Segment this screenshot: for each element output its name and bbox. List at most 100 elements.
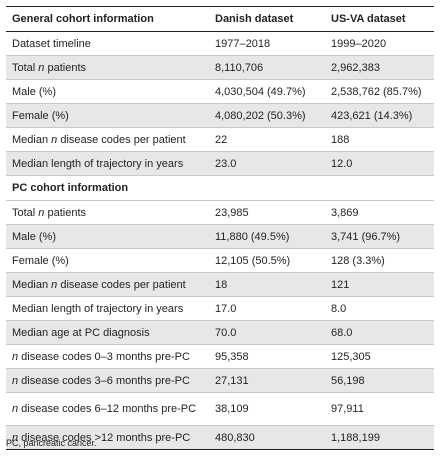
row-label-text: Female (%)	[12, 254, 69, 267]
danish-value: 23.0	[209, 151, 325, 176]
row-label-text: disease codes 6–12 months pre-PC	[18, 402, 197, 415]
usva-value: 2,962,383	[325, 55, 434, 80]
danish-value: 17.0	[209, 296, 325, 321]
row-label: Dataset timeline	[6, 31, 209, 56]
row-label-italic-n: n	[12, 431, 19, 444]
row-label-text: Median	[12, 133, 52, 146]
danish-value: 12,105 (50.5%)	[209, 248, 325, 273]
usva-value: 188	[325, 127, 434, 152]
usva-value: 1,188,199	[325, 425, 434, 450]
usva-value: 1999–2020	[325, 31, 434, 56]
table-row: Male (%) 4,030,504 (49.7%) 2,538,762 (85.7…	[6, 79, 434, 104]
row-label-text: Male (%)	[12, 230, 57, 243]
row-label: Median length of trajectory in years	[6, 151, 209, 176]
row-label: Male (%)	[6, 79, 209, 104]
table-row: Median age at PC diagnosis 70.0 68.0	[6, 320, 434, 345]
row-label: Female (%)	[6, 248, 209, 273]
cohort-table: General cohort information Danish datase…	[6, 6, 434, 450]
usva-value: 8.0	[325, 296, 434, 321]
row-label-text: Total	[12, 206, 39, 219]
row-label-italic-n: n	[12, 350, 19, 363]
table-row: Total n patients 23,985 3,869	[6, 200, 434, 225]
danish-value: 4,080,202 (50.3%)	[209, 103, 325, 128]
pc-cohort-body: Total n patients 23,985 3,869 Male (%) 11,88…	[6, 200, 434, 450]
table-row: n disease codes 0–3 months pre-PC 95,358 1…	[6, 344, 434, 369]
table-row: Median length of trajectory in years 23.0…	[6, 151, 434, 176]
table-row: Median n disease codes per patient 22 188	[6, 127, 434, 152]
row-label-italic-n: n	[12, 402, 19, 415]
row-label-text: Total	[12, 61, 39, 74]
table-row: Female (%) 12,105 (50.5%) 128 (3.3%)	[6, 248, 434, 273]
danish-value: 8,110,706	[209, 55, 325, 80]
danish-value: 11,880 (49.5%)	[209, 224, 325, 249]
danish-value: 18	[209, 272, 325, 297]
usva-value: 3,741 (96.7%)	[325, 224, 434, 249]
table-row: n disease codes 6–12 months pre-PC 38,109…	[6, 392, 434, 426]
danish-value: 22	[209, 127, 325, 152]
table-row: n disease codes 3–6 months pre-PC 27,131 5…	[6, 368, 434, 393]
danish-value: 4,030,504 (49.7%)	[209, 79, 325, 104]
row-label: Median n disease codes per patient	[6, 127, 209, 152]
row-label-text: Median length of trajectory in years	[12, 157, 184, 170]
pc-section-title: PC cohort information	[6, 175, 434, 201]
usva-value: 68.0	[325, 320, 434, 345]
row-label-text: Median	[12, 278, 52, 291]
row-label-text: disease codes 3–6 months pre-PC	[18, 374, 190, 387]
row-label: Median n disease codes per patient	[6, 272, 209, 297]
danish-value: 38,109	[209, 392, 325, 426]
table-header-row: General cohort information Danish datase…	[6, 6, 434, 32]
table-footnote: PC, pancreatic cancer.	[6, 438, 97, 448]
usva-value: 12.0	[325, 151, 434, 176]
row-label-text: disease codes per patient	[57, 278, 186, 291]
row-label-italic-n: n	[38, 61, 45, 74]
row-label-text: Male (%)	[12, 85, 57, 98]
pc-section-row: PC cohort information	[6, 175, 434, 201]
row-label-italic-n: n	[51, 278, 58, 291]
table-row: Median length of trajectory in years 17.0…	[6, 296, 434, 321]
row-label: n disease codes 0–3 months pre-PC	[6, 344, 209, 369]
row-label-text: disease codes 0–3 months pre-PC	[18, 350, 190, 363]
usva-value: 97,911	[325, 392, 434, 426]
row-label-text: patients	[44, 61, 87, 74]
header-danish-dataset: Danish dataset	[209, 6, 325, 32]
table-row: Median n disease codes per patient 18 121	[6, 272, 434, 297]
row-label: Total n patients	[6, 55, 209, 80]
pc-section-body: PC cohort information	[6, 175, 434, 201]
usva-value: 128 (3.3%)	[325, 248, 434, 273]
row-label: Median age at PC diagnosis	[6, 320, 209, 345]
row-label-text: Median length of trajectory in years	[12, 302, 184, 315]
row-label-text: disease codes >12 months pre-PC	[18, 431, 191, 444]
row-label-italic-n: n	[38, 206, 45, 219]
table-row: Dataset timeline 1977–2018 1999–2020	[6, 31, 434, 56]
table-row: n disease codes >12 months pre-PC 480,830…	[6, 425, 434, 450]
table-row: Total n patients 8,110,706 2,962,383	[6, 55, 434, 80]
header-usva-dataset: US-VA dataset	[325, 6, 434, 32]
usva-value: 56,198	[325, 368, 434, 393]
general-cohort-body: Dataset timeline 1977–2018 1999–2020 Total …	[6, 31, 434, 176]
row-label: n disease codes 3–6 months pre-PC	[6, 368, 209, 393]
table-row: Female (%) 4,080,202 (50.3%) 423,621 (14.3…	[6, 103, 434, 128]
usva-value: 3,869	[325, 200, 434, 225]
row-label-text: patients	[44, 206, 87, 219]
row-label-text: Female (%)	[12, 109, 69, 122]
table-row: Male (%) 11,880 (49.5%) 3,741 (96.7%)	[6, 224, 434, 249]
danish-value: 27,131	[209, 368, 325, 393]
usva-value: 2,538,762 (85.7%)	[325, 79, 434, 104]
danish-value: 95,358	[209, 344, 325, 369]
row-label: Female (%)	[6, 103, 209, 128]
usva-value: 121	[325, 272, 434, 297]
danish-value: 23,985	[209, 200, 325, 225]
danish-value: 70.0	[209, 320, 325, 345]
danish-value: 480,830	[209, 425, 325, 450]
row-label-italic-n: n	[51, 133, 58, 146]
row-label-text: disease codes per patient	[57, 133, 186, 146]
row-label: n disease codes 6–12 months pre-PC	[6, 392, 209, 426]
row-label: Male (%)	[6, 224, 209, 249]
row-label: Total n patients	[6, 200, 209, 225]
row-label: n disease codes >12 months pre-PC	[6, 425, 209, 450]
header-general-cohort: General cohort information	[6, 6, 209, 32]
row-label: Median length of trajectory in years	[6, 296, 209, 321]
usva-value: 125,305	[325, 344, 434, 369]
row-label-italic-n: n	[12, 374, 19, 387]
